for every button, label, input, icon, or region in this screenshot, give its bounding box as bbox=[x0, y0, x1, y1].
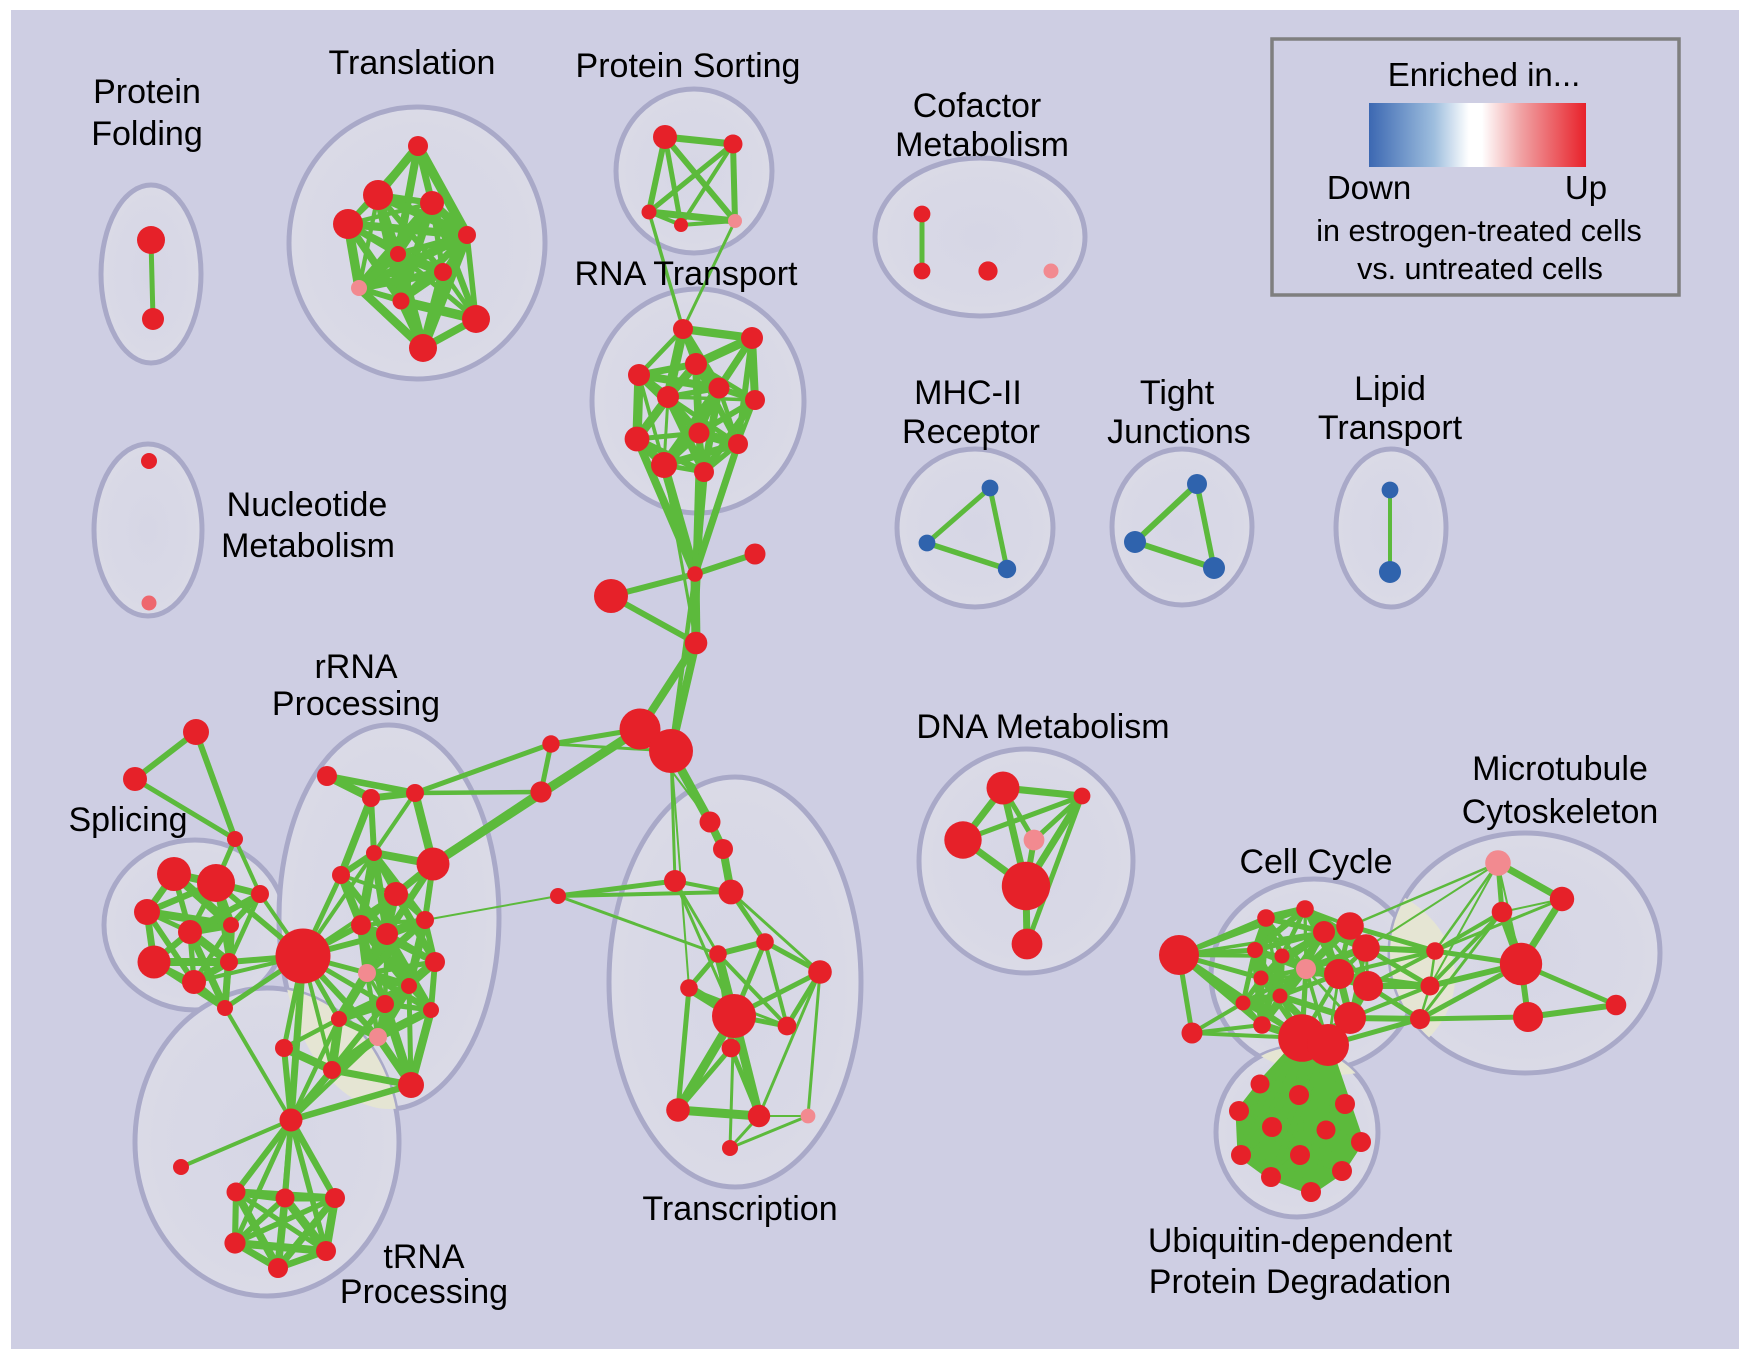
svg-text:Tight: Tight bbox=[1140, 374, 1215, 412]
svg-text:Folding: Folding bbox=[91, 115, 203, 153]
svg-text:Lipid: Lipid bbox=[1354, 370, 1426, 408]
svg-text:Protein Degradation: Protein Degradation bbox=[1149, 1263, 1451, 1301]
svg-text:MHC-II: MHC-II bbox=[914, 374, 1022, 412]
svg-text:Down: Down bbox=[1327, 169, 1411, 206]
svg-text:Cofactor: Cofactor bbox=[913, 87, 1042, 125]
svg-text:Processing: Processing bbox=[272, 685, 440, 723]
svg-text:Transcription: Transcription bbox=[642, 1190, 837, 1228]
svg-text:Translation: Translation bbox=[329, 44, 496, 82]
svg-text:in estrogen-treated cells: in estrogen-treated cells bbox=[1316, 214, 1642, 248]
svg-text:DNA Metabolism: DNA Metabolism bbox=[916, 708, 1169, 746]
svg-text:Nucleotide: Nucleotide bbox=[227, 486, 388, 524]
svg-text:Receptor: Receptor bbox=[902, 413, 1040, 451]
svg-text:Transport: Transport bbox=[1318, 409, 1463, 447]
svg-text:vs. untreated cells: vs. untreated cells bbox=[1357, 252, 1603, 286]
svg-text:Processing: Processing bbox=[340, 1273, 508, 1311]
svg-text:Protein Sorting: Protein Sorting bbox=[576, 47, 801, 85]
svg-text:Cytoskeleton: Cytoskeleton bbox=[1462, 793, 1659, 831]
svg-text:Ubiquitin-dependent: Ubiquitin-dependent bbox=[1148, 1222, 1453, 1260]
svg-text:RNA Transport: RNA Transport bbox=[575, 255, 799, 293]
svg-text:Splicing: Splicing bbox=[68, 801, 187, 839]
svg-text:Junctions: Junctions bbox=[1107, 413, 1251, 451]
svg-text:Microtubule: Microtubule bbox=[1472, 750, 1648, 788]
svg-text:Protein: Protein bbox=[93, 73, 201, 111]
svg-text:rRNA: rRNA bbox=[314, 648, 397, 686]
svg-text:Metabolism: Metabolism bbox=[895, 126, 1069, 164]
svg-text:Enriched in...: Enriched in... bbox=[1388, 56, 1581, 93]
svg-text:Up: Up bbox=[1565, 169, 1607, 206]
svg-text:tRNA: tRNA bbox=[383, 1238, 465, 1276]
svg-text:Metabolism: Metabolism bbox=[221, 527, 395, 565]
svg-text:Cell Cycle: Cell Cycle bbox=[1239, 843, 1392, 881]
